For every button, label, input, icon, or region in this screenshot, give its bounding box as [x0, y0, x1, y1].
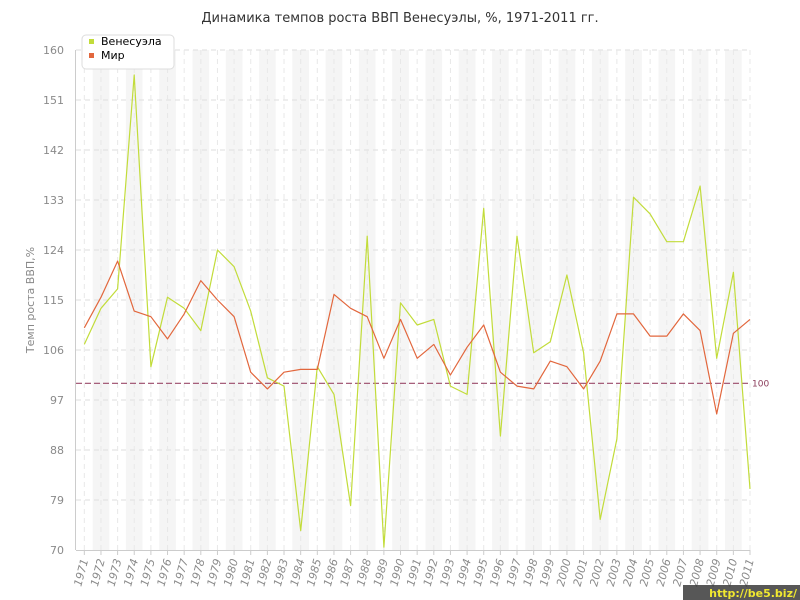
chart-title: Динамика темпов роста ВВП Венесуэлы, %, …: [201, 11, 598, 26]
watermark[interactable]: http://be5.biz/: [683, 585, 800, 600]
y-tick-label: 106: [43, 344, 64, 357]
series-line: [83, 260, 751, 415]
series-line: [83, 74, 751, 548]
y-tick-label: 115: [43, 294, 64, 307]
x-tick-label: 2011: [737, 557, 757, 587]
y-tick-label: 160: [43, 44, 64, 57]
y-tick-label: 151: [43, 94, 64, 107]
grid-lines: [76, 49, 751, 550]
y-tick-label: 79: [50, 494, 64, 507]
y-tick-label: 97: [50, 394, 64, 407]
y-axis-label: Темп роста ВВП,%: [24, 247, 37, 354]
plot-band: [625, 50, 642, 550]
series-group: [83, 74, 751, 548]
plot-band: [658, 50, 676, 550]
legend-marker: [89, 39, 94, 44]
reference-line-label: 100: [752, 379, 769, 389]
legend-box: [81, 34, 175, 70]
y-tick-label: 124: [43, 244, 64, 257]
axes: [75, 50, 751, 555]
y-tick-label: 70: [50, 544, 64, 557]
x-tick-labels: 1971197219731974197519761977197819791980…: [71, 557, 756, 587]
plot-band: [225, 50, 243, 550]
legend-label: Венесуэла: [101, 35, 162, 48]
y-tick-labels: 70 79 88 97 106 115 124 133 142 151 160: [43, 44, 64, 557]
plot-band: [525, 50, 542, 550]
plot-band: [92, 50, 110, 550]
y-tick-label: 142: [43, 144, 64, 157]
watermark-link: http://be5.biz/: [709, 587, 798, 600]
legend-marker: [89, 53, 94, 58]
plot-band: [292, 50, 309, 550]
reference-line-group: 100: [76, 379, 769, 389]
legend-label: Мир: [101, 49, 125, 62]
watermark-background: [683, 585, 800, 600]
plot-band: [425, 50, 443, 550]
y-tick-label: 88: [50, 444, 64, 457]
y-tick-label: 133: [43, 194, 64, 207]
plot-band: [192, 50, 210, 550]
